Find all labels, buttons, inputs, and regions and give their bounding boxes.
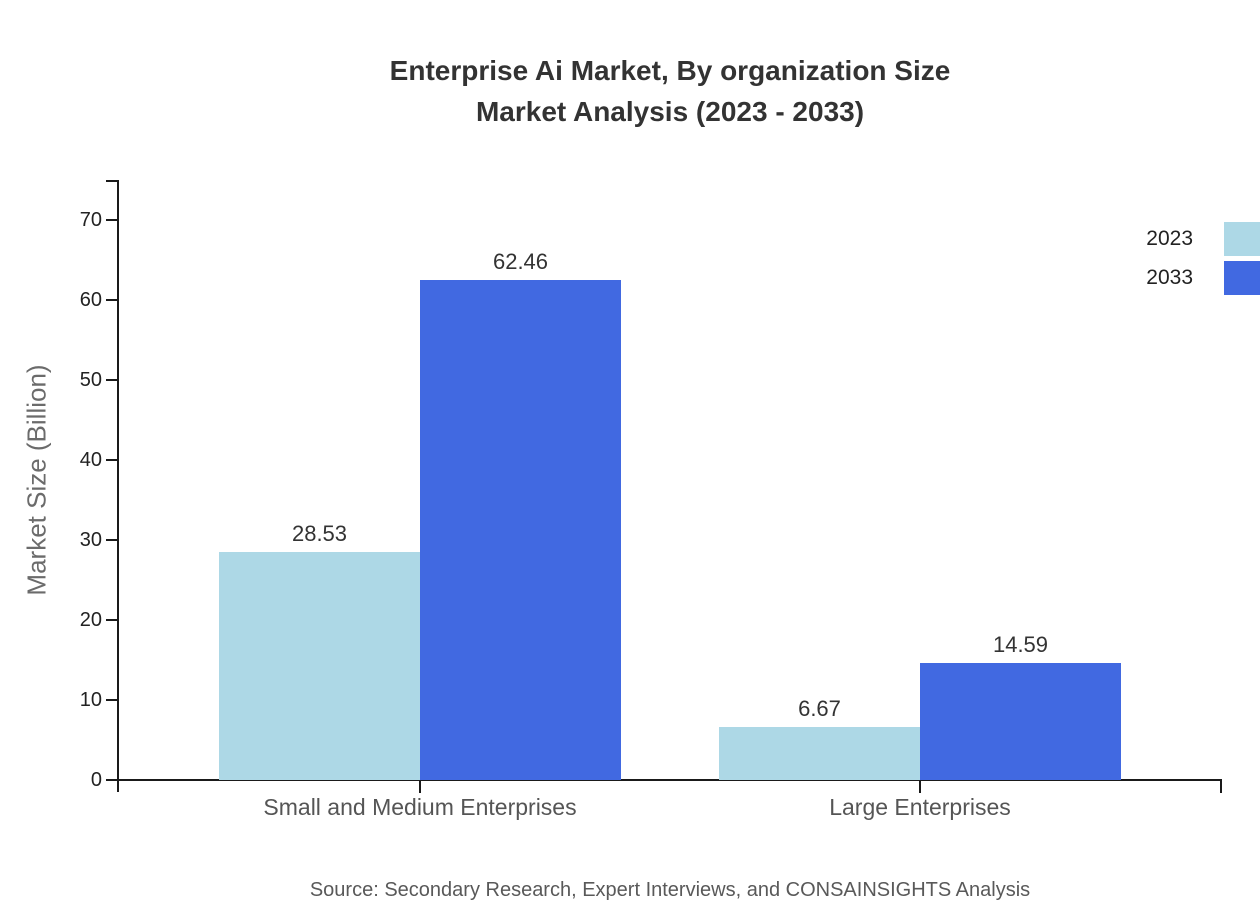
y-tick-mark	[106, 299, 118, 301]
bar-2033-category-2	[920, 663, 1121, 780]
source-note: Source: Secondary Research, Expert Inter…	[309, 879, 1031, 901]
y-tick-mark	[106, 619, 118, 621]
x-category-label: Large Enterprises	[829, 794, 1011, 820]
chart-title: Enterprise Ai Market, By organization Si…	[80, 50, 1260, 132]
x-tick-mark	[919, 780, 921, 793]
chart-title-line2: Market Analysis (2023 - 2033)	[475, 96, 865, 127]
legend-label-2023: 2023	[1146, 227, 1193, 250]
legend-label-2033: 2033	[1146, 266, 1193, 289]
x-category-label: Small and Medium Enterprises	[263, 794, 577, 820]
bar-2023-category-1	[219, 552, 420, 780]
chart-title-line1: Enterprise Ai Market, By organization Si…	[389, 55, 951, 86]
y-tick-label: 50	[79, 369, 102, 391]
bar-value-label: 62.46	[492, 249, 549, 274]
legend-swatch-2033	[1224, 261, 1260, 295]
legend-row-2023: 2023	[1146, 222, 1260, 256]
y-tick-label: 0	[90, 769, 102, 791]
bar-2033-category-1	[420, 280, 621, 780]
y-tick-mark	[106, 699, 118, 701]
legend-swatch-2023	[1224, 222, 1260, 256]
bar-value-label: 6.67	[798, 696, 841, 721]
y-tick-mark	[106, 459, 118, 461]
bar-2023-category-2	[719, 727, 920, 780]
y-tick-mark	[106, 219, 118, 221]
x-tick-mark	[419, 780, 421, 793]
y-tick-mark	[106, 379, 118, 381]
y-tick-label: 20	[79, 609, 102, 631]
y-tick-label: 30	[79, 529, 102, 551]
y-axis-top-cap	[106, 180, 119, 182]
y-tick-mark	[106, 779, 118, 781]
y-tick-label: 40	[79, 449, 102, 471]
y-axis-line	[117, 180, 119, 792]
bar-value-label: 28.53	[291, 521, 348, 546]
x-axis-line	[117, 779, 1222, 781]
legend-row-2033: 2033	[1146, 261, 1260, 295]
y-tick-mark	[106, 539, 118, 541]
y-tick-label: 60	[79, 289, 102, 311]
x-axis-right-cap	[1220, 779, 1222, 793]
y-tick-label: 70	[79, 209, 102, 231]
y-tick-label: 10	[79, 689, 102, 711]
bar-value-label: 14.59	[992, 632, 1049, 657]
